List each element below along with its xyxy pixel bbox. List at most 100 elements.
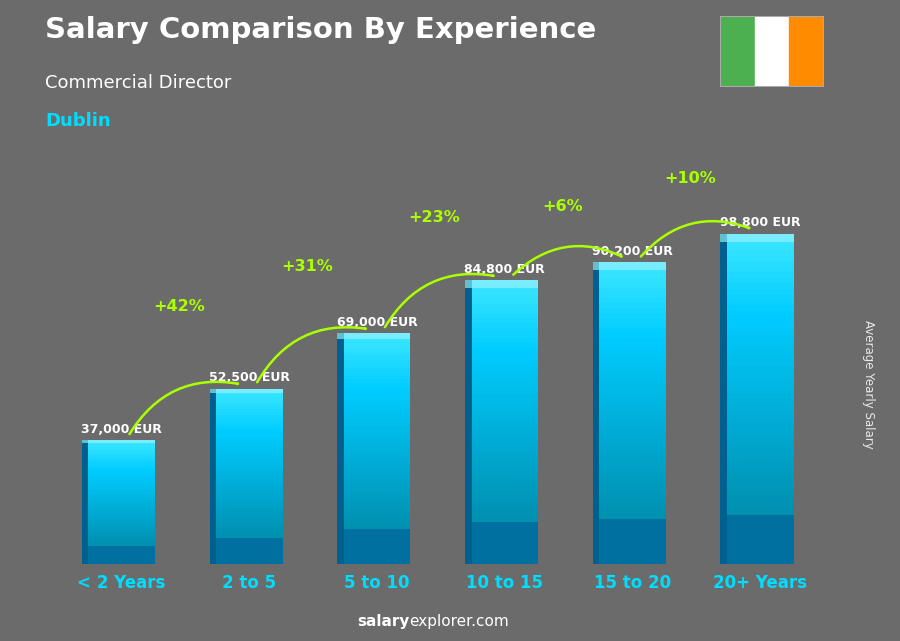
Bar [472, 394, 538, 399]
Bar [88, 449, 155, 451]
Bar [88, 515, 155, 517]
Bar [472, 422, 538, 427]
Bar [88, 471, 155, 473]
Bar [216, 447, 283, 450]
Bar [88, 542, 155, 544]
Bar [727, 410, 794, 415]
Bar [216, 450, 283, 453]
Bar [472, 427, 538, 432]
Bar [599, 509, 666, 514]
Bar [88, 504, 155, 506]
Bar [599, 378, 666, 383]
Bar [727, 328, 794, 333]
Bar [344, 529, 410, 533]
Bar [88, 554, 155, 556]
Bar [344, 449, 410, 453]
Bar [88, 523, 155, 525]
Bar [216, 456, 283, 459]
Bar [88, 492, 155, 494]
Bar [344, 422, 410, 426]
Bar [727, 404, 794, 410]
Bar [216, 420, 283, 424]
Bar [472, 503, 538, 508]
Bar [599, 539, 666, 544]
Bar [88, 513, 155, 515]
Bar [727, 311, 794, 316]
Bar [216, 482, 283, 485]
Bar [344, 483, 410, 487]
Bar [472, 299, 538, 304]
Bar [88, 459, 155, 461]
Bar [472, 432, 538, 437]
Bar [216, 497, 283, 500]
Bar [472, 560, 538, 564]
Bar [216, 540, 283, 544]
Bar [727, 542, 794, 547]
Bar [599, 453, 666, 458]
Bar [216, 435, 283, 438]
Bar [472, 474, 538, 479]
Bar [727, 547, 794, 553]
Bar [344, 537, 410, 541]
Bar [472, 488, 538, 493]
Bar [599, 288, 666, 292]
Bar [727, 509, 794, 515]
Bar [216, 494, 283, 497]
Bar [216, 544, 283, 547]
Text: 90,200 EUR: 90,200 EUR [592, 245, 673, 258]
Bar [210, 388, 216, 564]
Bar [472, 281, 538, 288]
Bar [599, 463, 666, 469]
Bar [344, 349, 410, 353]
Bar [599, 383, 666, 388]
Bar [599, 549, 666, 554]
Bar [210, 388, 216, 393]
Bar [727, 360, 794, 366]
Text: +10%: +10% [664, 171, 716, 186]
Bar [727, 267, 794, 272]
Bar [727, 481, 794, 487]
Bar [344, 333, 410, 337]
Bar [344, 472, 410, 476]
Bar [727, 344, 794, 349]
Bar [344, 353, 410, 356]
Bar [216, 433, 283, 435]
Text: explorer.com: explorer.com [410, 615, 509, 629]
Bar [472, 375, 538, 379]
Bar [727, 465, 794, 470]
Bar [88, 552, 155, 554]
Bar [344, 549, 410, 553]
Bar [216, 415, 283, 418]
Bar [88, 535, 155, 537]
Bar [216, 465, 283, 467]
Bar [472, 295, 538, 299]
Bar [88, 440, 155, 444]
FancyArrowPatch shape [385, 274, 493, 327]
Bar [216, 467, 283, 470]
Bar [344, 341, 410, 345]
Bar [472, 304, 538, 309]
Bar [465, 281, 472, 288]
Bar [472, 323, 538, 328]
Text: Commercial Director: Commercial Director [45, 74, 231, 92]
Bar [344, 379, 410, 383]
Bar [88, 486, 155, 488]
Bar [472, 508, 538, 512]
Bar [344, 437, 410, 441]
Bar [216, 529, 283, 532]
Bar [88, 556, 155, 558]
Bar [344, 395, 410, 399]
Bar [472, 536, 538, 540]
Bar [727, 294, 794, 300]
Bar [599, 313, 666, 318]
Bar [88, 562, 155, 564]
Text: 69,000 EUR: 69,000 EUR [337, 316, 418, 329]
Bar [344, 464, 410, 468]
Bar [727, 316, 794, 322]
Bar [344, 545, 410, 549]
Text: Dublin: Dublin [45, 112, 111, 130]
Bar [599, 449, 666, 453]
Bar [599, 458, 666, 463]
Bar [216, 388, 283, 392]
Bar [727, 426, 794, 432]
